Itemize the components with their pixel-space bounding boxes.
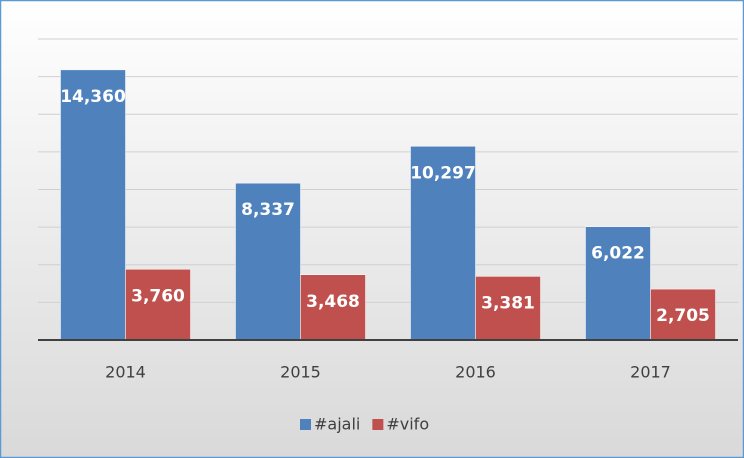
x-tick-label: 2014	[105, 363, 146, 382]
x-tick-label: 2015	[280, 363, 321, 382]
legend-label: #vifo	[386, 415, 429, 434]
data-label: 3,468	[306, 292, 360, 312]
bar	[650, 288, 716, 341]
bar	[585, 226, 651, 341]
data-label: 8,337	[241, 200, 295, 220]
x-tick-label: 2017	[630, 363, 671, 382]
data-label: 14,360	[60, 87, 126, 107]
bar	[60, 69, 126, 341]
data-label: 6,022	[591, 244, 645, 264]
data-label: 3,760	[131, 286, 185, 306]
x-tick-label: 2016	[455, 363, 496, 382]
bar	[475, 276, 541, 341]
data-label: 3,381	[481, 293, 535, 313]
data-label: 2,705	[656, 306, 710, 326]
legend-swatch	[300, 419, 311, 430]
data-label: 10,297	[410, 163, 476, 183]
legend-label: #ajali	[314, 415, 360, 434]
legend-swatch	[372, 419, 384, 430]
